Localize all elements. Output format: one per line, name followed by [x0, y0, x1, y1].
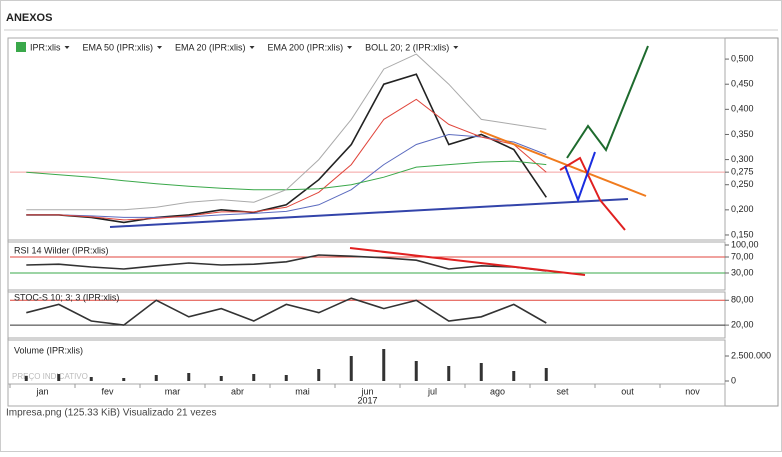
- y-tick-label: 30,00: [731, 267, 754, 277]
- bar: [512, 371, 516, 381]
- bar: [447, 366, 451, 381]
- arrow-down: [559, 156, 626, 231]
- y-tick-label: 0,250: [731, 179, 754, 189]
- series-line: [26, 53, 547, 211]
- bar: [479, 363, 483, 381]
- x-tick-label: jul: [427, 386, 437, 396]
- x-axis-label: 2017: [357, 395, 377, 405]
- chart-frame: [7, 37, 779, 407]
- panel-title: Volume (IPR:xlis): [14, 345, 83, 355]
- legend-icon: [16, 42, 26, 52]
- legend-entry: EMA 20 (IPR:xlis): [175, 42, 246, 52]
- trendline: [479, 130, 647, 197]
- bar: [284, 375, 288, 381]
- x-tick-label: jun: [360, 386, 373, 396]
- series-line: [26, 297, 547, 326]
- dropdown: [347, 46, 353, 49]
- price-panel: [7, 37, 726, 241]
- x-tick-label: nov: [685, 386, 700, 396]
- bar: [414, 361, 418, 381]
- x-tick-label: out: [621, 386, 634, 396]
- annotations: [109, 45, 649, 276]
- y-tick-label: 0,500: [731, 53, 754, 63]
- y-tick-label: 0,200: [731, 204, 754, 214]
- y-tick-label: 0,150: [731, 229, 754, 239]
- x-tick-label: set: [556, 386, 569, 396]
- series-line: [26, 133, 547, 218]
- x-tick-label: mai: [295, 386, 310, 396]
- legend-entry: EMA 200 (IPR:xlis): [268, 42, 344, 52]
- y-tick-label: 0: [731, 375, 736, 385]
- y-tick-label: 2.500.000: [731, 350, 771, 360]
- y-tick-label: 0,400: [731, 104, 754, 114]
- bar: [187, 373, 191, 381]
- bar: [122, 378, 126, 381]
- caption: Impresa.png (125.33 KiB) Visualizado 21 …: [6, 408, 217, 419]
- section-title: ANEXOS: [6, 12, 52, 24]
- legend-entry: BOLL 20; 2 (IPR:xlis): [365, 42, 449, 52]
- bar: [544, 368, 548, 381]
- bar: [252, 374, 256, 381]
- dropdown: [453, 46, 459, 49]
- dropdown: [157, 46, 163, 49]
- arrow-up: [566, 45, 649, 159]
- panel-title: RSI 14 Wilder (IPR:xlis): [14, 245, 109, 255]
- series-line: [26, 254, 547, 272]
- bar: [219, 376, 223, 381]
- dropdown: [64, 46, 70, 49]
- x-tick-label: abr: [231, 386, 244, 396]
- bar: [24, 376, 28, 381]
- y-tick-label: 70,00: [731, 251, 754, 261]
- bar: [349, 356, 353, 381]
- panel-title: STOC-S 10; 3; 3 (IPR:xlis): [14, 292, 119, 302]
- y-tick-label: 0,450: [731, 79, 754, 89]
- dropdown: [249, 46, 255, 49]
- y-tick-label: 80,00: [731, 295, 754, 305]
- legend-entry: EMA 50 (IPR:xlis): [83, 42, 154, 52]
- watermark: PREÇO INDICATIVO: [12, 372, 88, 381]
- series-line: [26, 73, 547, 224]
- rsi-trendline: [349, 247, 586, 276]
- x-tick-label: jan: [35, 386, 48, 396]
- legend-entry: IPR:xlis: [30, 42, 61, 52]
- y-tick-label: 0,350: [731, 129, 754, 139]
- y-tick-label: 100,00: [731, 239, 759, 249]
- bar: [57, 374, 61, 381]
- trendline: [109, 198, 629, 228]
- x-tick-label: mar: [165, 386, 181, 396]
- rsi-panel: [7, 241, 726, 291]
- x-axis-area: [7, 383, 726, 407]
- series-line: [26, 98, 547, 221]
- arrow-v: [564, 151, 596, 203]
- y-tick-label: 20,00: [731, 319, 754, 329]
- x-tick-label: ago: [490, 386, 505, 396]
- y-tick-label: 0,300: [731, 154, 754, 164]
- x-tick-label: fev: [101, 386, 114, 396]
- bar: [382, 349, 386, 381]
- bar: [317, 369, 321, 381]
- y-tick-label: 0,275: [731, 167, 754, 177]
- stoc-panel: [7, 291, 726, 339]
- bar: [154, 375, 158, 381]
- bar: [89, 377, 93, 381]
